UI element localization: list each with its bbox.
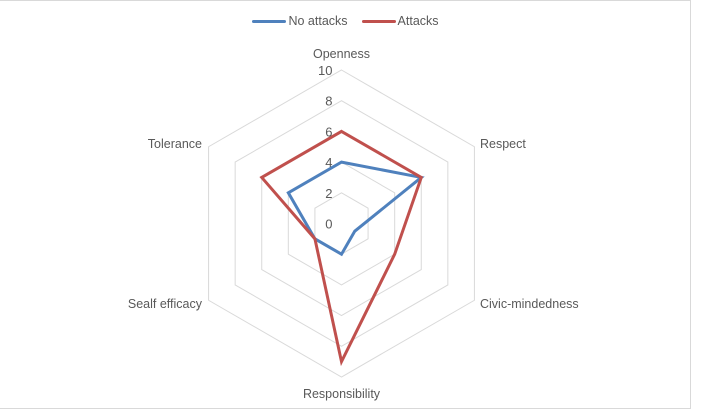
axis-label-openness: Openness (313, 47, 370, 61)
tick-label: 10 (318, 63, 332, 78)
legend-item-no-attacks[interactable]: No attacks (252, 14, 348, 28)
grid-ring (287, 161, 396, 286)
tick-label: 8 (325, 94, 332, 109)
grid-ring (208, 69, 475, 378)
legend-label: Attacks (397, 14, 439, 28)
axis-label-civic-mindedness: Civic-mindedness (480, 297, 579, 311)
chart-frame (0, 0, 691, 409)
tick-label: 4 (325, 155, 332, 170)
grid-ring (261, 130, 422, 317)
tick-label: 6 (325, 124, 332, 139)
legend: No attacks Attacks (0, 14, 691, 28)
legend-item-attacks[interactable]: Attacks (361, 14, 439, 28)
legend-swatch-no-attacks (252, 19, 287, 23)
axis-label-tolerance: Tolerance (148, 137, 202, 151)
legend-swatch-attacks (361, 19, 396, 23)
axis-label-sealf-efficacy: Sealf efficacy (128, 297, 203, 311)
legend-label: No attacks (288, 14, 348, 28)
tick-label: 2 (325, 186, 332, 201)
grid-ring (234, 100, 449, 347)
axis-label-respect: Respect (480, 137, 526, 151)
series-line-attacks (259, 129, 424, 367)
axis-label-responsibility: Responsibility (303, 387, 381, 401)
tick-label: 0 (325, 217, 332, 232)
series-line-no-attacks (286, 160, 425, 257)
